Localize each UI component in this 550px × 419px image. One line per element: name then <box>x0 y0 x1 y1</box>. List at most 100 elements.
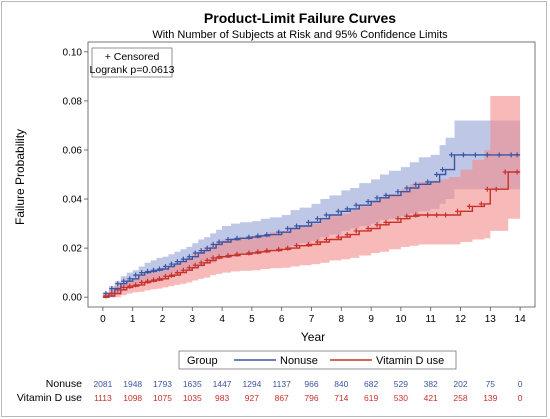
censor-mark <box>440 167 446 173</box>
legend-entry-nonuse: Nonuse <box>280 355 318 367</box>
at-risk-value: 682 <box>364 379 378 389</box>
censor-mark <box>344 232 350 238</box>
censor-mark <box>353 228 359 234</box>
censor-mark <box>404 185 410 191</box>
censor-mark <box>210 241 216 247</box>
censor-mark <box>466 203 472 209</box>
at-risk-value: 983 <box>215 393 229 403</box>
at-risk-value: 0 <box>518 393 523 403</box>
censor-mark <box>365 225 371 231</box>
censor-mark <box>383 219 389 225</box>
censor-mark <box>174 270 180 276</box>
at-risk-value: 1635 <box>183 379 202 389</box>
x-tick-label: 13 <box>485 314 497 325</box>
censor-mark <box>127 276 133 282</box>
at-risk-value: 530 <box>394 393 408 403</box>
censor-mark <box>455 208 460 214</box>
at-risk-value: 840 <box>334 379 348 389</box>
censor-mark <box>413 212 419 218</box>
censor-mark <box>225 237 231 243</box>
censor-mark <box>353 202 359 208</box>
censor-mark <box>109 291 115 297</box>
x-tick-label: 12 <box>455 314 467 325</box>
x-tick-label: 5 <box>249 314 255 325</box>
censor-mark <box>192 250 198 256</box>
censor-mark <box>294 243 300 249</box>
risk-label-vitamin-d: Vitamin D use <box>17 392 82 404</box>
censor-mark <box>413 181 419 187</box>
censor-mark <box>157 266 162 272</box>
censor-mark <box>383 192 389 198</box>
chart-subtitle: With Number of Subjects at Risk and 95% … <box>152 29 448 41</box>
censored-note: + Censored <box>105 51 160 63</box>
censor-mark <box>216 239 222 245</box>
at-risk-value: 202 <box>453 379 467 389</box>
censor-mark <box>434 212 440 218</box>
at-risk-value: 2081 <box>93 379 112 389</box>
logrank-note: Logrank p=0.0613 <box>90 64 175 76</box>
censor-mark <box>225 252 231 258</box>
at-risk-value: 1075 <box>153 393 172 403</box>
x-tick-label: 4 <box>219 314 225 325</box>
censor-mark <box>374 195 380 201</box>
at-risk-value: 1035 <box>183 393 202 403</box>
censor-mark <box>180 267 186 273</box>
x-tick-label: 6 <box>279 314 285 325</box>
censor-mark <box>306 241 311 247</box>
censor-mark <box>115 281 121 287</box>
censor-mark <box>210 255 216 261</box>
censor-mark <box>264 232 270 238</box>
plot-area: 0 1 2 3 4 5 6 7 8 9 10 11 12 13 140.000.020.040.060.08… <box>63 41 536 325</box>
censor-mark <box>127 283 133 289</box>
censor-mark <box>186 254 192 260</box>
at-risk-value: 139 <box>483 393 497 403</box>
censor-mark <box>234 251 240 257</box>
censor-mark <box>449 152 455 158</box>
y-tick-label: 0.04 <box>63 195 83 206</box>
censor-mark <box>395 189 401 195</box>
censor-mark <box>115 287 121 293</box>
at-risk-value: 382 <box>424 379 438 389</box>
y-tick-label: 0.08 <box>63 96 83 107</box>
censor-mark <box>434 172 440 177</box>
y-tick-label: 0.00 <box>63 293 83 304</box>
at-risk-value: 966 <box>304 379 318 389</box>
at-risk-value: 1294 <box>242 379 261 389</box>
at-risk-value: 1113 <box>94 393 112 403</box>
censor-mark <box>306 219 311 225</box>
at-risk-value: 421 <box>424 393 438 403</box>
censor-mark <box>168 261 174 267</box>
censor-mark <box>502 169 508 175</box>
censor-mark <box>255 233 261 239</box>
survival-curve-1 <box>102 171 521 298</box>
legend: Group Nonuse Vitamin D use <box>178 350 457 370</box>
at-risk-value: 529 <box>394 379 408 389</box>
censor-mark <box>425 212 431 218</box>
censor-mark <box>139 270 145 276</box>
inset-box: + Censored Logrank p=0.0613 <box>90 47 175 78</box>
at-risk-value: 1793 <box>153 379 172 389</box>
confidence-band-1 <box>102 96 521 298</box>
censor-mark <box>294 223 300 229</box>
censor-mark <box>285 225 291 231</box>
censor-mark <box>484 152 490 158</box>
censor-mark <box>395 216 401 222</box>
x-axis-label: Year <box>301 330 325 344</box>
x-tick-label: 3 <box>190 314 196 325</box>
censor-mark <box>139 279 145 285</box>
censor-mark <box>508 152 514 158</box>
censor-mark <box>121 278 127 284</box>
censor-mark <box>335 234 341 240</box>
censor-mark <box>264 248 270 254</box>
censor-mark <box>255 249 261 255</box>
x-tick-label: 8 <box>339 314 345 325</box>
censor-mark <box>103 293 109 299</box>
at-risk-value: 1098 <box>123 393 142 403</box>
x-tick-label: 7 <box>309 314 315 325</box>
censor-mark <box>198 260 204 266</box>
censor-mark <box>204 245 210 251</box>
censor-mark <box>365 198 371 204</box>
x-tick-label: 1 <box>130 314 136 325</box>
